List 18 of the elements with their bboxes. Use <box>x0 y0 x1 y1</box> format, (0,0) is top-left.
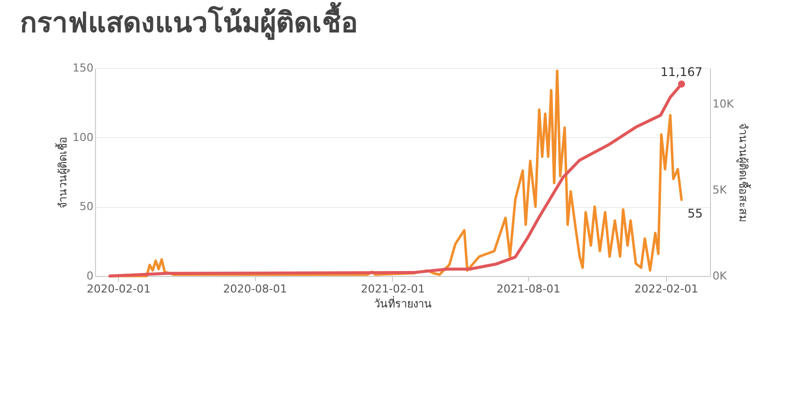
data-label: 55 <box>688 206 703 221</box>
y-axis-title: จำนวนผู้ติดเชื้อ <box>54 136 70 208</box>
y-tick-label: 0 <box>86 270 94 282</box>
y-tick-label: 100 <box>72 130 94 144</box>
x-axis-title: วันที่รายงาน <box>374 296 432 310</box>
y2-axis-title: จำนวนผู้ติดเชื้อสะสม <box>736 123 752 222</box>
chart-title: กราฟแสดงแนวโน้มผู้ติดเชื้อ <box>20 1 358 40</box>
y2-tick-label: 10K <box>712 98 734 111</box>
y2-tick-label: 5K <box>712 184 728 197</box>
y2-tick-label: 0K <box>712 270 728 282</box>
x-tick-label: 2021-08-01 <box>496 282 560 296</box>
data-label: 11,167 <box>660 65 703 80</box>
x-tick-label: 2020-08-01 <box>223 282 288 296</box>
y-tick-label: 150 <box>72 62 94 74</box>
y-tick-label: 50 <box>80 200 94 214</box>
x-tick-label: 2022-02-01 <box>634 282 698 296</box>
x-tick-label: 2021-02-01 <box>360 282 425 296</box>
x-tick-label: 2020-02-01 <box>86 282 151 296</box>
